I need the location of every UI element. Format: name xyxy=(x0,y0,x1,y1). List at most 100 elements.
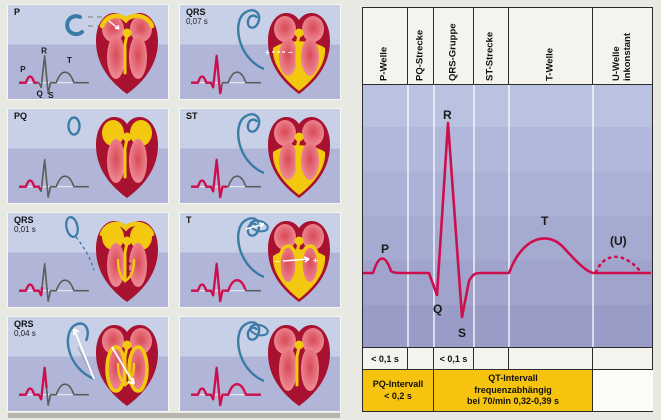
ecg-letter-s: S xyxy=(48,91,54,99)
column-header-label: P-Welle xyxy=(378,46,390,81)
column-header-label: PQ-Strecke xyxy=(414,29,426,81)
ecg-interval-table: P-Welle PQ-Strecke QRS-Gruppe ST-Strecke T-W… xyxy=(362,7,653,412)
ecg-waveform-chart: P R Q S T (U) xyxy=(363,85,652,348)
ecg-trace xyxy=(19,262,90,303)
right-ventricle xyxy=(299,244,321,286)
duration-empty xyxy=(593,348,653,369)
heart-illustration xyxy=(96,325,158,406)
svg-text:−: − xyxy=(128,269,132,275)
phase-sublabel: 0,01 s xyxy=(14,224,36,234)
left-ventricle xyxy=(107,139,125,183)
phase-panel-qrs-007s: QRS 0,07 s + − xyxy=(180,5,340,99)
av-node xyxy=(294,28,304,38)
vector-loop-crescent xyxy=(65,14,84,37)
phase-panel-qrs-001s: QRS 0,01 s + − xyxy=(8,213,168,307)
ecg-trace xyxy=(191,158,261,199)
right-atrium xyxy=(302,328,324,354)
heart-illustration xyxy=(268,325,330,406)
ecg-trace-gray xyxy=(19,367,90,406)
phase-panel-st: ST xyxy=(180,109,340,203)
ecg-trace: R P T Q S xyxy=(19,47,90,99)
ecg-letter-q: Q xyxy=(37,90,43,99)
vector-loop-oval xyxy=(67,116,81,136)
right-atrium xyxy=(302,224,324,250)
column-header-pq: PQ-Strecke xyxy=(408,8,434,84)
left-ventricle xyxy=(279,38,297,76)
ecg-curve xyxy=(363,121,651,319)
ecg-trace-red xyxy=(19,54,90,95)
heart-illustration xyxy=(268,117,330,198)
duration-value: < 0,1 s xyxy=(434,348,474,369)
ecg-trace xyxy=(191,54,261,95)
right-ventricle xyxy=(129,139,147,183)
column-header-qrs: QRS-Gruppe xyxy=(434,8,474,84)
interval-text-line: QT-Intervall xyxy=(488,372,538,383)
ecg-trace xyxy=(19,366,90,407)
svg-text:+: + xyxy=(265,48,270,57)
ecg-trace-red xyxy=(191,262,261,303)
septum-polarity-marks: +− xyxy=(128,262,132,275)
av-node xyxy=(294,340,304,350)
phase-label: PQ xyxy=(14,111,28,121)
svg-text:+: + xyxy=(128,262,132,268)
duration-row: < 0,1 s < 0,1 s xyxy=(363,348,652,370)
phase-panel-full-cycle xyxy=(180,317,340,411)
svg-text:−: − xyxy=(275,257,280,266)
interval-table-header: P-Welle PQ-Strecke QRS-Gruppe ST-Strecke T-W… xyxy=(363,8,652,85)
vector-loop-layer xyxy=(237,217,269,279)
interval-row: PQ-Intervall < 0,2 s QT-Intervall frequenza… xyxy=(363,370,653,411)
vector-loop xyxy=(237,113,265,175)
right-atrium xyxy=(130,120,152,146)
interval-text-line: < 0,2 s xyxy=(384,390,412,401)
right-ventricle xyxy=(301,142,319,180)
column-header-t: T-Welle xyxy=(509,8,593,84)
vector-loop-large xyxy=(66,322,95,381)
left-atrium xyxy=(274,120,296,146)
t-loop xyxy=(249,219,269,233)
ecg-trace-red xyxy=(191,54,261,95)
av-node xyxy=(122,28,132,38)
av-node xyxy=(122,236,132,246)
column-header-u: U-Welle inkonstant xyxy=(593,8,653,84)
left-atrium xyxy=(102,16,124,42)
svg-text:−: − xyxy=(288,48,293,57)
left-atrium xyxy=(274,16,296,42)
wave-label-s: S xyxy=(458,326,466,340)
wave-label-p: P xyxy=(381,242,389,256)
repolarization-arrow: − + xyxy=(275,256,318,266)
atrial-depolarization-band xyxy=(99,221,155,237)
wave-label-t: T xyxy=(541,214,549,228)
interval-empty xyxy=(593,370,653,411)
heart-illustration xyxy=(96,13,158,94)
right-ventricle xyxy=(129,35,147,79)
interval-text-line: PQ-Intervall xyxy=(372,378,424,389)
phase-label: P xyxy=(14,7,21,17)
ecg-trace-red xyxy=(19,262,90,303)
vector-loop-layer xyxy=(66,322,95,381)
left-ventricle xyxy=(107,35,125,79)
right-ventricle xyxy=(129,243,147,287)
phase-label: QRS 0,04 s xyxy=(14,319,36,338)
vector-loop-layer xyxy=(237,113,265,175)
interval-text-line: bei 70/min 0,32-0,39 s xyxy=(466,396,560,407)
ecg-trace-gray xyxy=(19,263,90,302)
ecg-trace-gray xyxy=(19,159,90,198)
av-node xyxy=(294,236,304,246)
left-ventricle xyxy=(107,243,125,287)
phase-sublabel: 0,04 s xyxy=(14,328,36,338)
polarity-marks: + − xyxy=(265,48,293,57)
left-ventricle xyxy=(279,142,297,180)
vector-loop xyxy=(237,9,265,71)
column-header-st: ST-Strecke xyxy=(474,8,509,84)
ecg-trace-red xyxy=(191,366,261,407)
atrial-depolarization-band xyxy=(99,13,155,29)
ecg-trace xyxy=(191,262,261,303)
right-ventricle xyxy=(301,38,319,76)
interval-qt: QT-Intervall frequenzabhängig bei 70/min 0… xyxy=(434,370,593,411)
heart-illustration: +− xyxy=(96,221,158,302)
heart-illustration: − + xyxy=(268,221,330,302)
vector-arrow-white xyxy=(73,328,95,380)
heart-illustration xyxy=(96,117,158,198)
ecg-trace-red xyxy=(19,366,90,407)
vector-loop-small xyxy=(65,216,79,238)
